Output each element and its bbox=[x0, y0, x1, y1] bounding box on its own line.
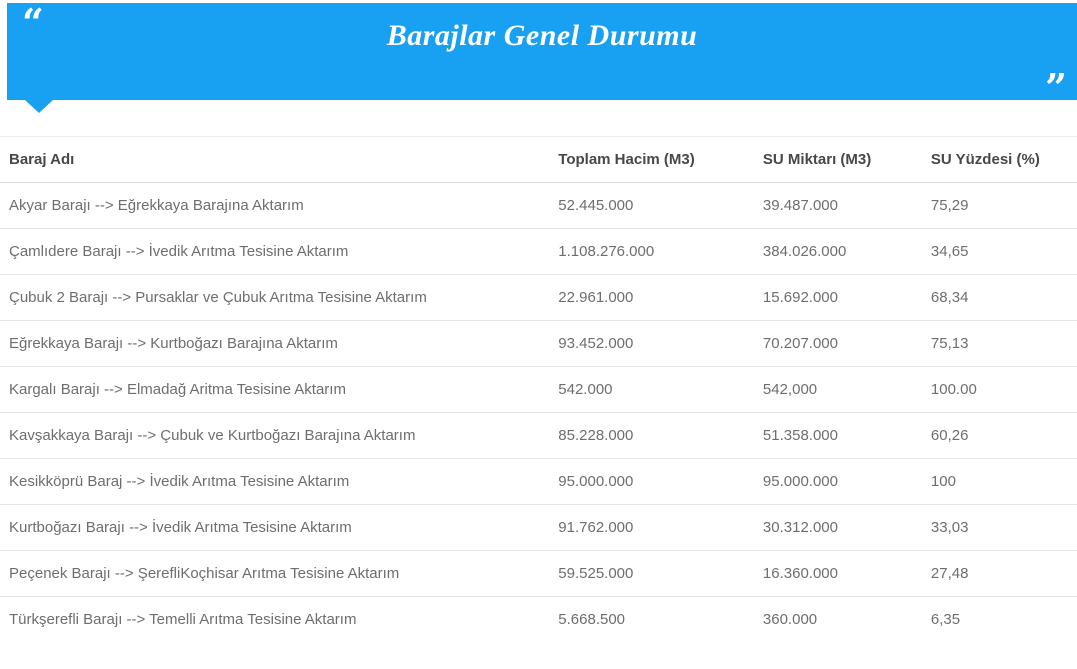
dam-name-cell: Çubuk 2 Barajı --> Pursaklar ve Çubuk Ar… bbox=[0, 274, 550, 321]
dam-name-cell: Kavşakkaya Barajı --> Çubuk ve Kurtboğaz… bbox=[0, 412, 550, 459]
dam-name-cell: Kargalı Barajı --> Elmadağ Aritma Tesisi… bbox=[0, 366, 550, 413]
total-volume-cell: 91.762.000 bbox=[549, 504, 754, 551]
table-header-row: Baraj Adı Toplam Hacim (M3) SU Miktarı (… bbox=[0, 136, 1077, 183]
dam-name-cell: Eğrekkaya Barajı --> Kurtboğazı Barajına… bbox=[0, 320, 550, 367]
water-amount-cell: 16.360.000 bbox=[753, 550, 922, 597]
total-volume-cell: 59.525.000 bbox=[549, 550, 754, 597]
page-title: Barajlar Genel Durumu bbox=[386, 19, 698, 52]
water-amount-cell: 542,000 bbox=[753, 366, 922, 413]
water-amount-cell: 70.207.000 bbox=[753, 320, 922, 367]
table-row: Çubuk 2 Barajı --> Pursaklar ve Çubuk Ar… bbox=[0, 274, 1077, 321]
column-header-total-volume: Toplam Hacim (M3) bbox=[549, 136, 754, 183]
total-volume-cell: 85.228.000 bbox=[549, 412, 754, 459]
water-percent-cell: 33,03 bbox=[921, 504, 1077, 551]
water-percent-cell: 60,26 bbox=[921, 412, 1077, 459]
total-volume-cell: 93.452.000 bbox=[549, 320, 754, 367]
dam-name-cell: Akyar Barajı --> Eğrekkaya Barajına Akta… bbox=[0, 182, 550, 229]
water-amount-cell: 39.487.000 bbox=[753, 182, 922, 229]
water-percent-cell: 6,35 bbox=[930, 611, 961, 628]
table-row: Türkşerefli Barajı --> Temelli Arıtma Te… bbox=[0, 597, 1077, 643]
water-amount-cell: 51.358.000 bbox=[753, 412, 922, 459]
table-row: Eğrekkaya Barajı --> Kurtboğazı Barajına… bbox=[0, 320, 1077, 367]
dam-name-cell: Kesikköprü Baraj --> İvedik Arıtma Tesis… bbox=[0, 458, 550, 505]
table-row: Akyar Barajı --> Eğrekkaya Barajına Akta… bbox=[0, 182, 1077, 229]
table-row: Çamlıdere Barajı --> İvedik Arıtma Tesis… bbox=[0, 228, 1077, 275]
banner-pointer-arrow bbox=[25, 100, 53, 113]
dam-name-cell: Çamlıdere Barajı --> İvedik Arıtma Tesis… bbox=[0, 228, 550, 275]
table-row: Kargalı Barajı --> Elmadağ Aritma Tesisi… bbox=[0, 366, 1077, 413]
column-header-water-amount: SU Miktarı (M3) bbox=[753, 136, 922, 183]
total-volume-cell: 1.108.276.000 bbox=[549, 228, 754, 275]
water-percent-cell: 75,29 bbox=[921, 182, 1077, 229]
dam-name-cell: Peçenek Barajı --> ŞerefliKoçhisar Arıtm… bbox=[0, 550, 550, 597]
total-volume-cell: 22.961.000 bbox=[549, 274, 754, 321]
column-header-dam-name: Baraj Adı bbox=[0, 136, 550, 183]
total-volume-cell: 52.445.000 bbox=[549, 182, 754, 229]
dam-name-cell: Kurtboğazı Barajı --> İvedik Arıtma Tesi… bbox=[0, 504, 550, 551]
table-body: Akyar Barajı --> Eğrekkaya Barajına Akta… bbox=[0, 182, 1077, 643]
total-volume-cell: 5.668.500 bbox=[558, 611, 626, 628]
water-percent-cell: 100.00 bbox=[921, 366, 1077, 413]
water-percent-cell: 27,48 bbox=[921, 550, 1077, 597]
water-percent-cell: 100 bbox=[921, 458, 1077, 505]
table-row: Kurtboğazı Barajı --> İvedik Arıtma Tesi… bbox=[0, 504, 1077, 551]
water-percent-cell: 68,34 bbox=[921, 274, 1077, 321]
dams-status-table: Baraj Adı Toplam Hacim (M3) SU Miktarı (… bbox=[0, 136, 1077, 642]
total-volume-cell: 542.000 bbox=[549, 366, 754, 413]
water-amount-cell: 384.026.000 bbox=[753, 228, 922, 275]
table-row: Kavşakkaya Barajı --> Çubuk ve Kurtboğaz… bbox=[0, 412, 1077, 459]
water-amount-cell: 95.000.000 bbox=[753, 458, 922, 505]
water-amount-cell: 30.312.000 bbox=[753, 504, 922, 551]
water-amount-cell: 15.692.000 bbox=[753, 274, 922, 321]
water-percent-cell: 75,13 bbox=[921, 320, 1077, 367]
table-row: Peçenek Barajı --> ŞerefliKoçhisar Arıtm… bbox=[0, 550, 1077, 597]
dam-name-cell: Türkşerefli Barajı --> Temelli Arıtma Te… bbox=[9, 611, 357, 628]
water-percent-cell: 34,65 bbox=[921, 228, 1077, 275]
table-row: Kesikköprü Baraj --> İvedik Arıtma Tesis… bbox=[0, 458, 1077, 505]
quote-close-icon: ” bbox=[1045, 65, 1067, 110]
column-header-water-percent: SU Yüzdesi (%) bbox=[921, 136, 1077, 183]
water-amount-cell: 360.000 bbox=[762, 611, 818, 628]
total-volume-cell: 95.000.000 bbox=[549, 458, 754, 505]
quote-open-icon: “ bbox=[22, 0, 44, 45]
title-banner: “ Barajlar Genel Durumu ” bbox=[7, 0, 1077, 113]
